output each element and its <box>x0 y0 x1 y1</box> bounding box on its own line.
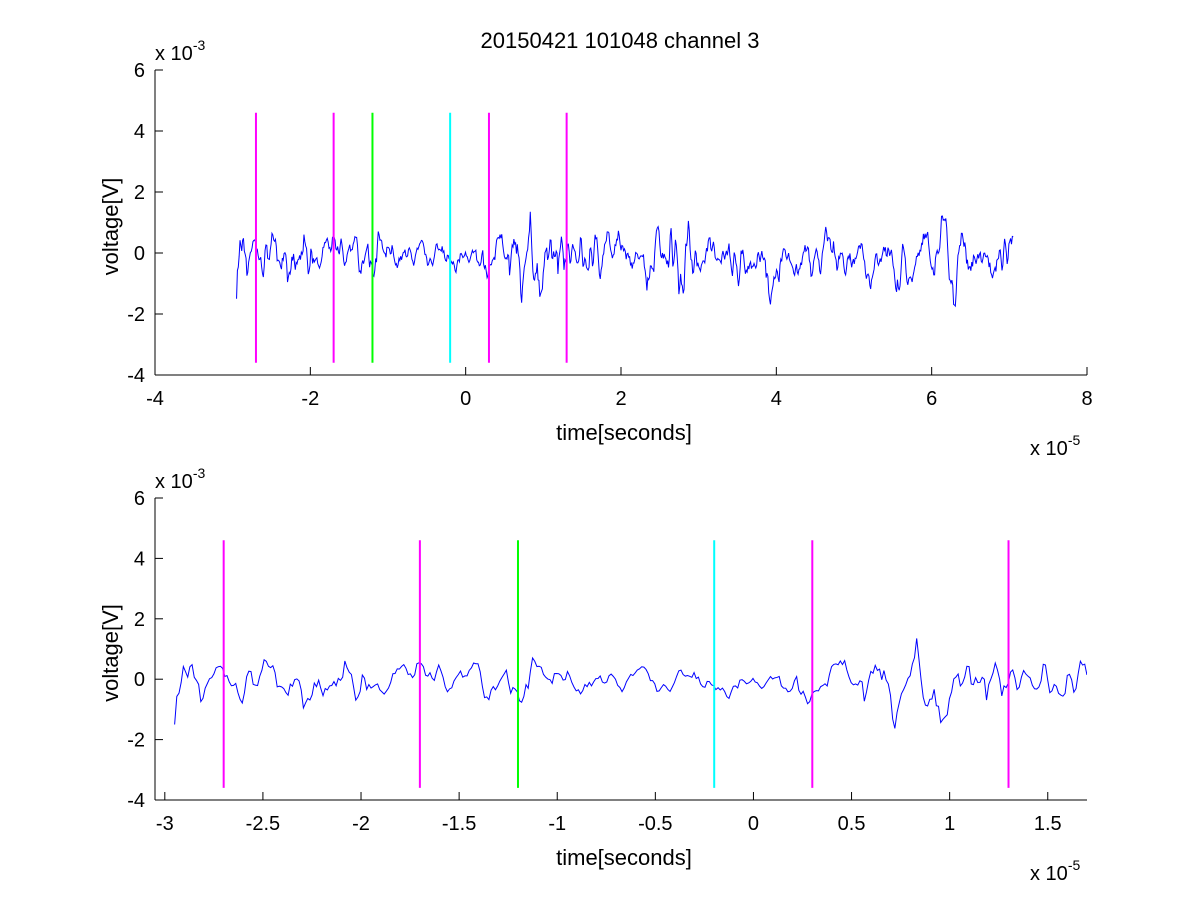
x-tick-label: -3 <box>156 813 174 835</box>
y-tick-label: 2 <box>134 609 145 631</box>
plot-top: -4 -2 0 2 4 6 -4 -2 0 2 4 6 8 time[seconds] voltage[V]… <box>98 37 1093 460</box>
x-tick-label: -4 <box>146 388 164 410</box>
y-exponent-label: x 10-3 <box>155 465 205 493</box>
y-axis-label: voltage[V] <box>98 604 123 702</box>
x-tick-label: -0.5 <box>638 813 672 835</box>
y-tick-label: -4 <box>127 365 145 387</box>
x-tick-label: 4 <box>771 388 782 410</box>
figure-title: 20150421 101048 channel 3 <box>481 28 760 53</box>
x-tick-label: 0.5 <box>838 813 866 835</box>
y-tick-label: 4 <box>134 121 145 143</box>
x-tick-label: 6 <box>926 388 937 410</box>
x-axis-label: time[seconds] <box>556 845 692 870</box>
y-exponent-sup: -3 <box>193 465 206 481</box>
y-axis-label: voltage[V] <box>98 178 123 276</box>
y-tick-label: 6 <box>134 60 145 82</box>
y-tick-label: -2 <box>127 730 145 752</box>
x-exponent-sup: -5 <box>1068 432 1081 448</box>
signal-trace <box>174 638 1087 729</box>
y-tick-label: 0 <box>134 669 145 691</box>
y-tick-label: -4 <box>127 790 145 812</box>
x-exponent-label: x 10-5 <box>1030 432 1080 460</box>
x-tick-label: 0 <box>748 813 759 835</box>
x-exponent-label: x 10-5 <box>1030 857 1080 885</box>
y-exponent-label: x 10-3 <box>155 37 205 65</box>
y-tick-label: -2 <box>127 304 145 326</box>
x-tick-label: -2.5 <box>246 813 280 835</box>
y-tick-label: 2 <box>134 182 145 204</box>
y-tick-label: 6 <box>134 488 145 510</box>
plot-bottom: -4 -2 0 2 4 6 -3 -2.5 -2 -1.5 -1 -0.5 0 0.5 1 1.5 time[s… <box>98 465 1087 885</box>
y-exponent-sup: -3 <box>193 37 206 53</box>
x-tick-label: -2 <box>301 388 319 410</box>
x-tick-label: 8 <box>1081 388 1092 410</box>
x-tick-label: -1 <box>548 813 566 835</box>
x-tick-label: -2 <box>352 813 370 835</box>
x-tick-label: 2 <box>615 388 626 410</box>
x-tick-label: 1.5 <box>1034 813 1062 835</box>
x-tick-label: 1 <box>944 813 955 835</box>
x-exponent-sup: -5 <box>1068 857 1081 873</box>
x-axis-label: time[seconds] <box>556 420 692 445</box>
x-tick-label: 0 <box>460 388 471 410</box>
x-tick-label: -1.5 <box>442 813 476 835</box>
signal-trace <box>236 211 1014 308</box>
y-tick-label: 4 <box>134 548 145 570</box>
y-tick-label: 0 <box>134 243 145 265</box>
